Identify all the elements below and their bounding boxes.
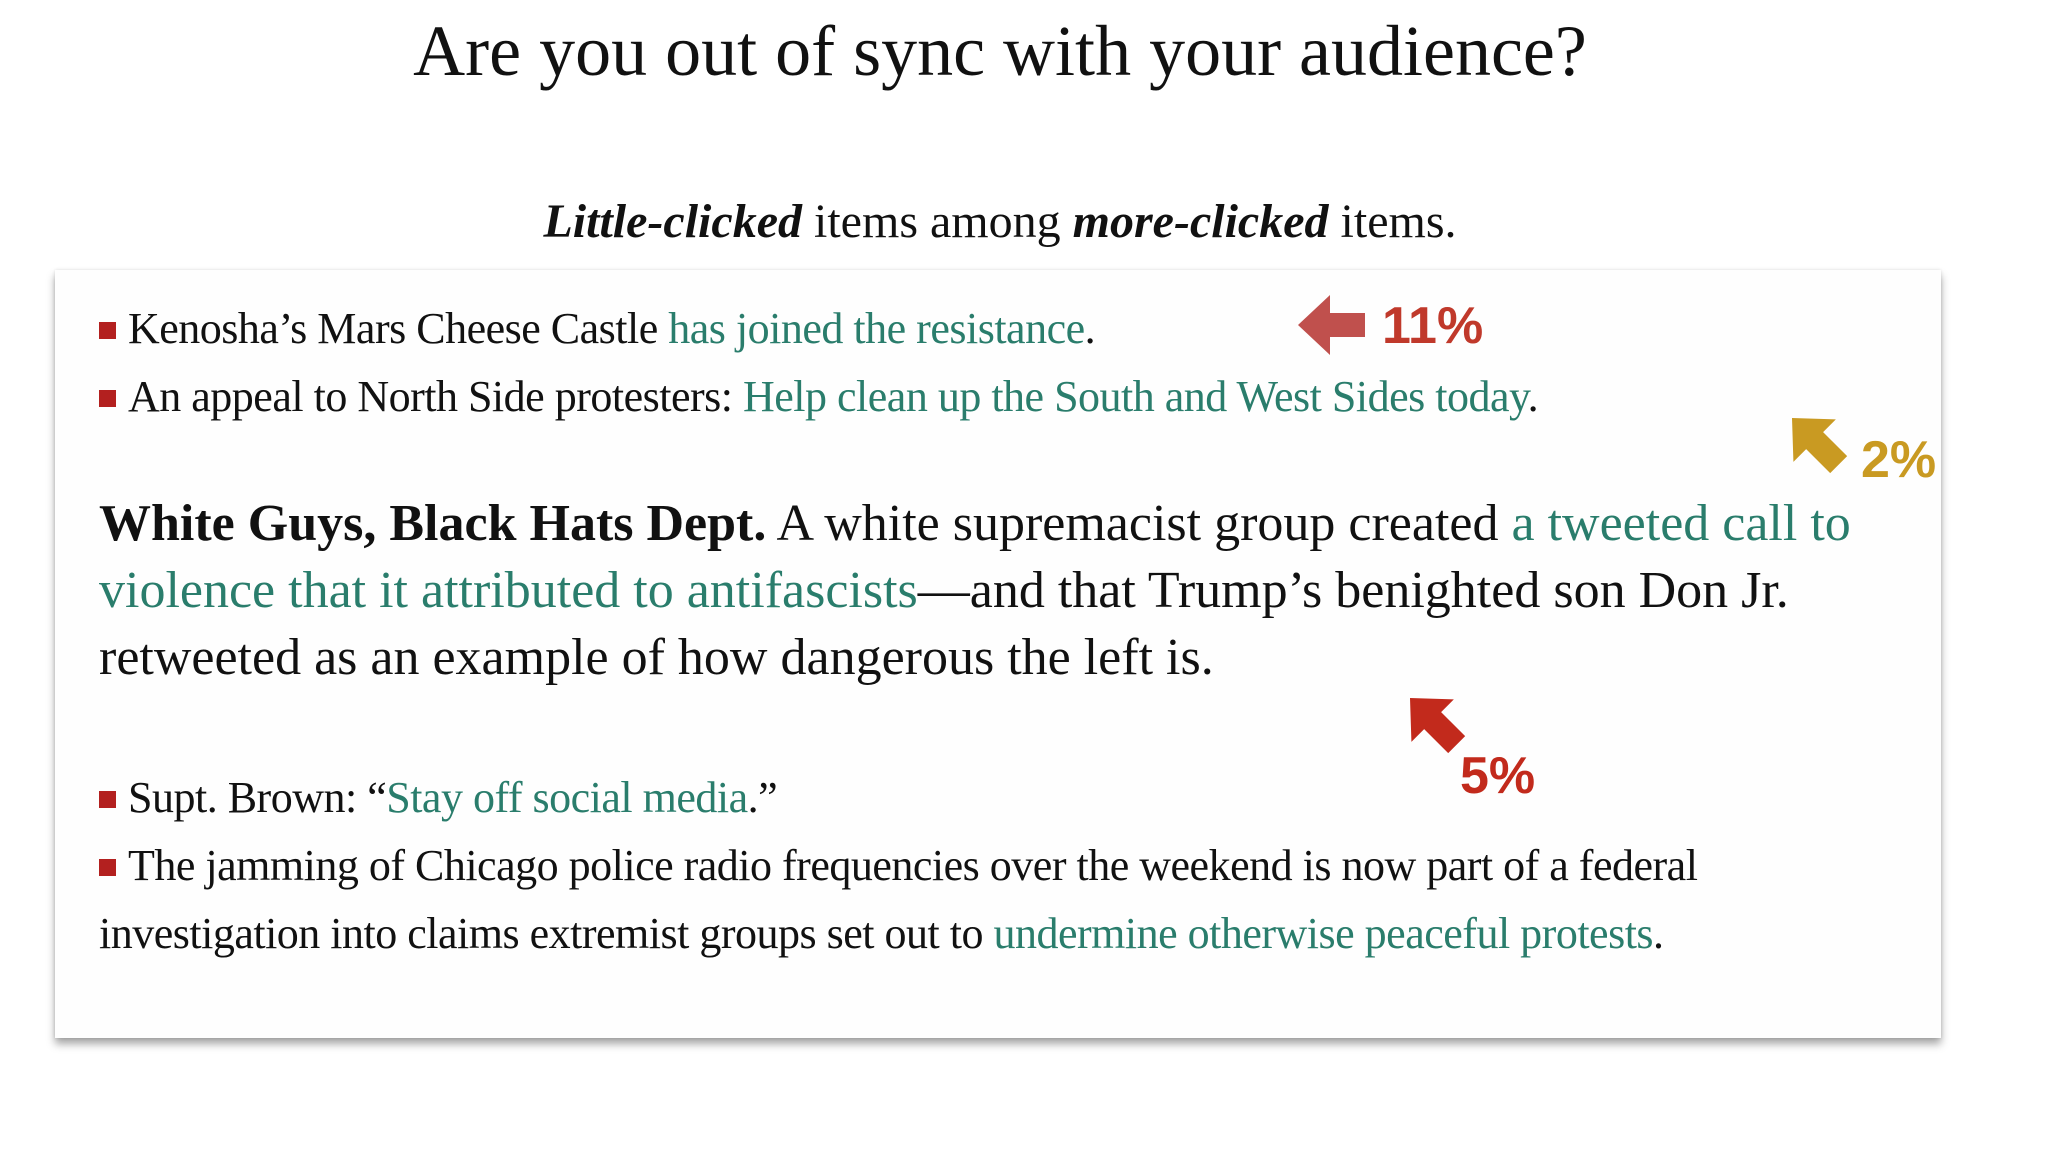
slide-title: Are you out of sync with your audience?: [413, 11, 1587, 91]
text: items among: [802, 195, 1073, 248]
text: Kenosha’s Mars Cheese Castle: [128, 304, 669, 353]
arrow: [1410, 698, 1466, 754]
click-rate: 5%: [1460, 747, 1536, 805]
emphasis: Little-clicked: [543, 195, 802, 248]
text: —and that Trump’s benighted son Don Jr. …: [99, 562, 1789, 686]
list-item: Kenosha’s Mars Cheese Castle has joined …: [99, 295, 1899, 363]
screenshot-card: [55, 270, 1941, 1038]
text: Supt. Brown: “: [128, 773, 387, 822]
link[interactable]: has joined the resistance: [668, 304, 1085, 353]
text: items.: [1328, 195, 1457, 248]
paragraph: White Guys, Black Hats Dept. A white sup…: [99, 490, 1899, 691]
arrow: [1298, 295, 1365, 355]
text: A white supremacist group created: [766, 495, 1512, 552]
list-item: Supt. Brown: “Stay off social media.”: [99, 764, 1899, 832]
link[interactable]: Stay off social media: [386, 773, 748, 822]
text: The jamming of Chicago police radio freq…: [99, 841, 1698, 958]
bullet: [99, 791, 116, 808]
bullet: [99, 859, 116, 876]
list-item: The jamming of Chicago police radio freq…: [99, 832, 1899, 968]
emphasis: more-clicked: [1072, 195, 1329, 248]
bullet: [99, 390, 116, 407]
bold-text: White Guys, Black Hats Dept.: [99, 495, 767, 552]
text: An appeal to North Side protesters:: [128, 372, 743, 421]
link[interactable]: a tweeted call to violence that it attri…: [99, 495, 1851, 619]
arrow: [1792, 418, 1848, 474]
subtitle: Little-clicked items among more-clicked …: [0, 194, 2000, 249]
text: .: [1653, 909, 1664, 958]
link[interactable]: undermine otherwise peaceful protests: [993, 909, 1654, 958]
click-rate: 11%: [1382, 297, 1484, 355]
list-item: An appeal to North Side protesters: Help…: [99, 363, 1899, 431]
text: .: [1084, 304, 1096, 353]
text: .: [1527, 372, 1539, 421]
text: .”: [747, 773, 778, 822]
link[interactable]: Help clean up the South and West Sides t…: [742, 372, 1528, 421]
bullet: [99, 322, 116, 339]
click-rate: 2%: [1861, 431, 1937, 489]
